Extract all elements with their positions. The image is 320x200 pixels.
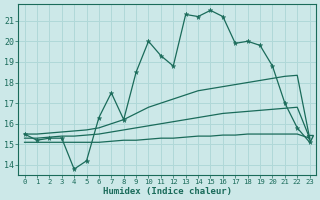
- X-axis label: Humidex (Indice chaleur): Humidex (Indice chaleur): [103, 187, 232, 196]
